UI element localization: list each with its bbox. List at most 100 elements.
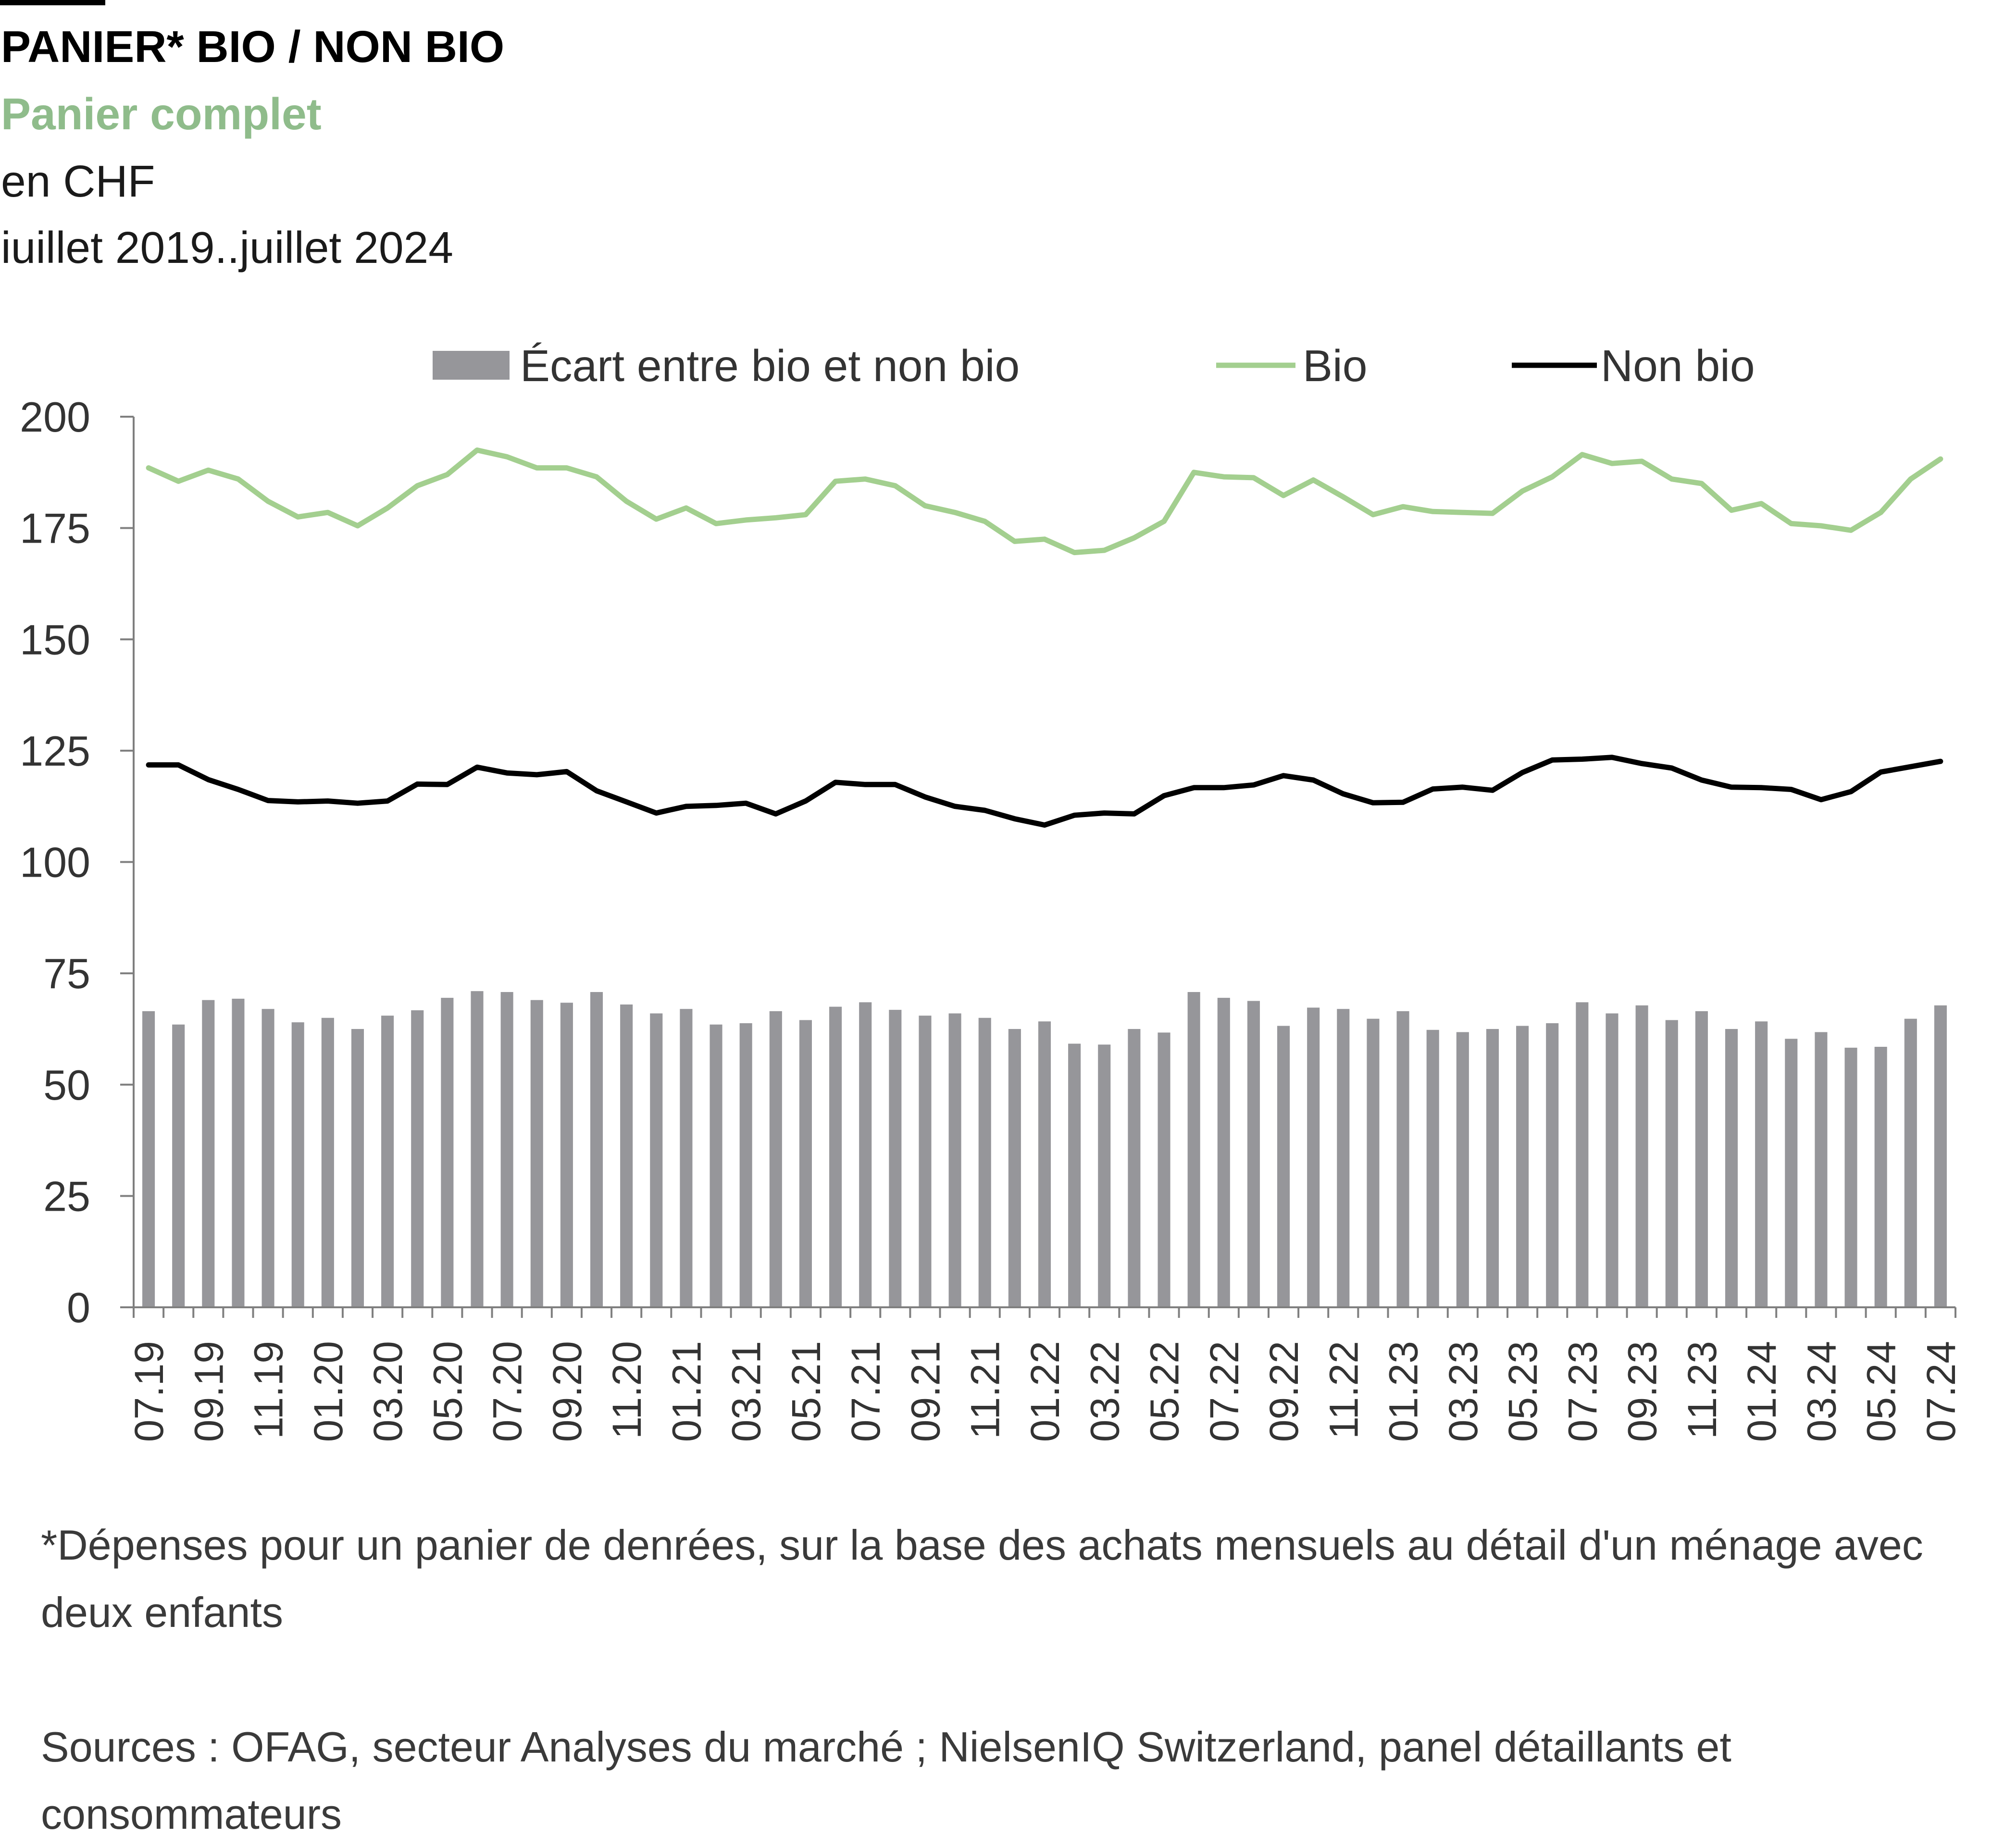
x-tick-label: 05.22	[1142, 1341, 1187, 1442]
bar-ecart	[142, 1011, 155, 1307]
bar-ecart	[1307, 1007, 1320, 1307]
bar-ecart	[1158, 1032, 1170, 1307]
bar-ecart	[441, 998, 454, 1307]
x-tick-label: 07.21	[843, 1341, 888, 1442]
bar-ecart	[829, 1006, 842, 1307]
legend: Écart entre bio et non bio Bio Non bio	[433, 341, 1755, 391]
x-tick-label: 09.23	[1620, 1341, 1665, 1442]
sources-note: Sources : OFAG, secteur Analyses du marc…	[41, 1723, 1731, 1838]
line-series	[146, 447, 1943, 828]
x-tick-label: 05.21	[784, 1341, 829, 1442]
bar-ecart	[172, 1024, 185, 1307]
bar-ecart	[1337, 1009, 1350, 1307]
x-axis: 07.19 09.19 11.19 01.20 03.20 05.20 07.20 09.20…	[126, 1306, 1964, 1442]
bar-ecart	[948, 1013, 961, 1307]
bar-ecart	[1038, 1021, 1051, 1307]
x-tick-label: 11.20	[604, 1341, 649, 1439]
bar-ecart	[1396, 1011, 1409, 1307]
x-tick-label: 11.23	[1680, 1341, 1725, 1439]
x-tick-label: 03.21	[724, 1341, 769, 1442]
bar-ecart	[351, 1029, 364, 1307]
bar-ecart	[1606, 1013, 1618, 1307]
bar-ecart	[291, 1022, 304, 1307]
y-tick-label: 25	[43, 1172, 90, 1220]
x-tick-label: 01.24	[1739, 1341, 1784, 1442]
bar-ecart	[500, 992, 513, 1307]
bar-ecart	[889, 1010, 902, 1307]
bar-ecart	[1755, 1021, 1768, 1307]
x-tick-label: 07.24	[1918, 1341, 1964, 1442]
bar-ecart	[321, 1017, 334, 1307]
x-tick-label: 01.22	[1022, 1341, 1068, 1442]
bar-ecart	[1068, 1043, 1081, 1307]
bar-ecart	[620, 1004, 633, 1307]
bar-ecart	[1486, 1029, 1499, 1307]
y-tick-label: 75	[43, 950, 90, 997]
bar-ecart	[1725, 1029, 1738, 1307]
bar-ecart	[1217, 998, 1230, 1307]
legend-label-bio: Bio	[1303, 341, 1367, 391]
x-tick-label: 01.23	[1381, 1341, 1426, 1442]
x-tick-label: 07.19	[126, 1341, 172, 1442]
bar-ecart	[1546, 1023, 1559, 1307]
bar-ecart	[1934, 1005, 1947, 1307]
chart: Écart entre bio et non bio Bio Non bio 0 25…	[20, 341, 1964, 1442]
bar-ecart	[1635, 1005, 1648, 1307]
x-tick-label: 11.19	[246, 1341, 291, 1439]
bar-ecart	[1456, 1032, 1469, 1307]
y-tick-label: 0	[67, 1284, 90, 1331]
bar-ecart	[680, 1009, 693, 1307]
x-tick-label: 01.20	[306, 1341, 351, 1442]
bar-ecart	[1815, 1032, 1828, 1307]
bar-ecart	[650, 1013, 663, 1307]
bar-ecart	[769, 1011, 782, 1307]
line-non-bio	[146, 755, 1943, 828]
x-tick-label: 03.24	[1799, 1341, 1844, 1442]
bar-ecart	[710, 1024, 722, 1307]
x-tick-label: 07.23	[1560, 1341, 1605, 1442]
x-tick-label: 03.20	[365, 1341, 411, 1442]
y-tick-label: 200	[20, 393, 90, 441]
bar-ecart	[1516, 1026, 1529, 1307]
y-tick-label: 175	[20, 505, 90, 552]
bar-ecart	[1128, 1029, 1141, 1307]
bar-ecart	[1426, 1029, 1439, 1307]
y-tick-label: 50	[43, 1061, 90, 1109]
x-tick-label: 09.21	[903, 1341, 948, 1442]
bar-ecart	[381, 1016, 394, 1307]
bar-ecart	[978, 1017, 991, 1307]
x-tick-label: 05.24	[1859, 1341, 1904, 1442]
bar-ecart	[202, 1000, 215, 1307]
legend-label-non-bio: Non bio	[1601, 341, 1755, 391]
x-tick-label: 11.22	[1321, 1341, 1366, 1439]
bar-ecart	[1844, 1047, 1857, 1307]
bar-ecart	[590, 992, 603, 1307]
chart-title: PANIER* BIO / NON BIO	[1, 22, 505, 72]
period-label: iuillet 2019..juillet 2024	[1, 223, 453, 273]
footnote: *Dépenses pour un panier de denrées, sur…	[41, 1521, 1923, 1636]
y-tick-label: 125	[20, 727, 90, 775]
bar-ecart	[232, 998, 245, 1307]
bar-ecart	[1695, 1011, 1708, 1307]
bar-ecart	[1277, 1026, 1290, 1307]
bar-ecart	[1576, 1002, 1589, 1307]
bar-ecart	[1247, 1001, 1260, 1307]
x-tick-label: 09.19	[186, 1341, 231, 1442]
y-axis: 0 25 50 75 100 125 150 175 200	[20, 393, 135, 1331]
y-tick-label: 150	[20, 616, 90, 663]
bar-ecart	[1008, 1029, 1021, 1307]
bar-ecart	[1904, 1018, 1917, 1307]
x-tick-label: 07.22	[1202, 1341, 1247, 1442]
bar-ecart	[739, 1023, 752, 1307]
bar-ecart	[261, 1009, 274, 1307]
bar-ecart	[1874, 1046, 1887, 1307]
x-tick-label: 05.20	[425, 1341, 470, 1442]
bar-ecart	[1665, 1020, 1678, 1307]
x-tick-label: 09.20	[545, 1341, 590, 1442]
bar-ecart	[799, 1020, 812, 1307]
bar-ecart	[919, 1016, 932, 1307]
bar-ecart	[859, 1002, 872, 1307]
x-tick-label: 03.22	[1082, 1341, 1127, 1442]
x-tick-label: 05.23	[1500, 1341, 1545, 1442]
bar-ecart	[471, 991, 484, 1307]
